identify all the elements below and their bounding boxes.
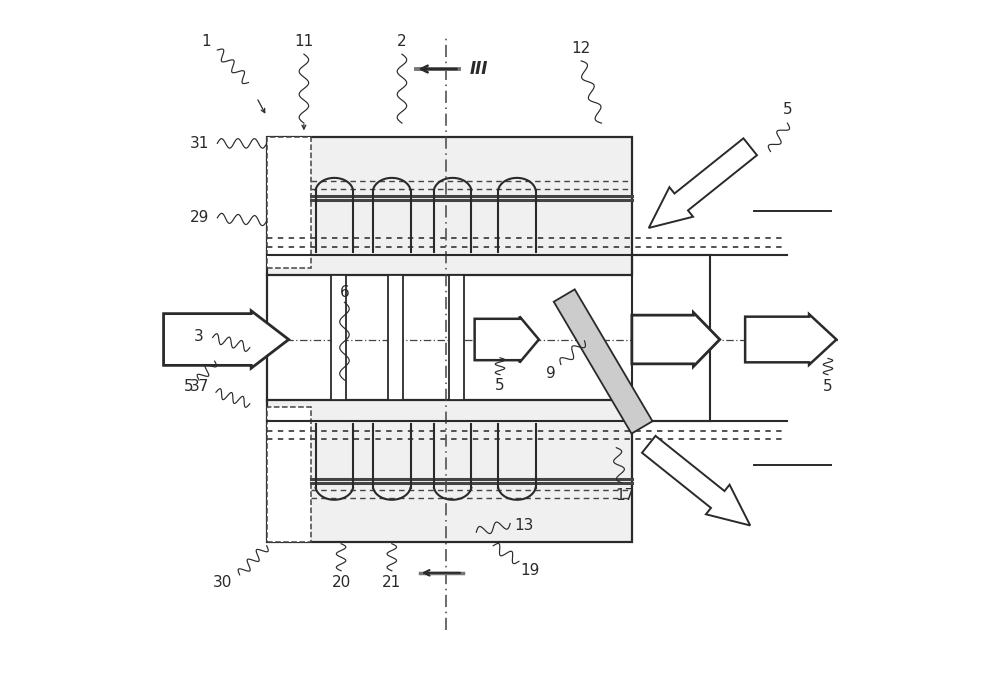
Bar — [267, 401, 632, 543]
Text: 17: 17 — [615, 488, 635, 502]
Polygon shape — [164, 311, 289, 368]
Text: 12: 12 — [572, 41, 591, 56]
Text: 1: 1 — [201, 35, 211, 50]
Text: 2: 2 — [397, 35, 407, 50]
Polygon shape — [554, 289, 652, 434]
Bar — [388, 275, 403, 401]
Polygon shape — [745, 314, 836, 365]
Bar — [267, 136, 632, 275]
Polygon shape — [475, 316, 539, 363]
Text: 5: 5 — [184, 380, 194, 394]
Polygon shape — [642, 436, 750, 526]
Bar — [267, 407, 311, 543]
Text: 6: 6 — [340, 285, 349, 299]
Text: 31: 31 — [189, 136, 209, 151]
Text: 30: 30 — [213, 575, 232, 591]
Text: 29: 29 — [189, 210, 209, 225]
Text: 19: 19 — [521, 564, 540, 579]
Text: 3: 3 — [194, 329, 204, 344]
Bar — [331, 275, 346, 401]
Text: 5: 5 — [823, 380, 833, 394]
Text: 37: 37 — [189, 380, 209, 394]
Bar — [449, 275, 464, 401]
Polygon shape — [632, 312, 720, 367]
Text: 9: 9 — [546, 366, 556, 381]
Text: 20: 20 — [331, 575, 351, 591]
Polygon shape — [649, 139, 757, 228]
Text: 5: 5 — [495, 378, 505, 393]
Text: 21: 21 — [382, 575, 401, 591]
Text: 11: 11 — [294, 35, 314, 50]
Text: 5: 5 — [783, 102, 792, 117]
Text: III: III — [470, 60, 488, 78]
Text: 13: 13 — [514, 518, 533, 533]
Bar — [267, 136, 311, 268]
